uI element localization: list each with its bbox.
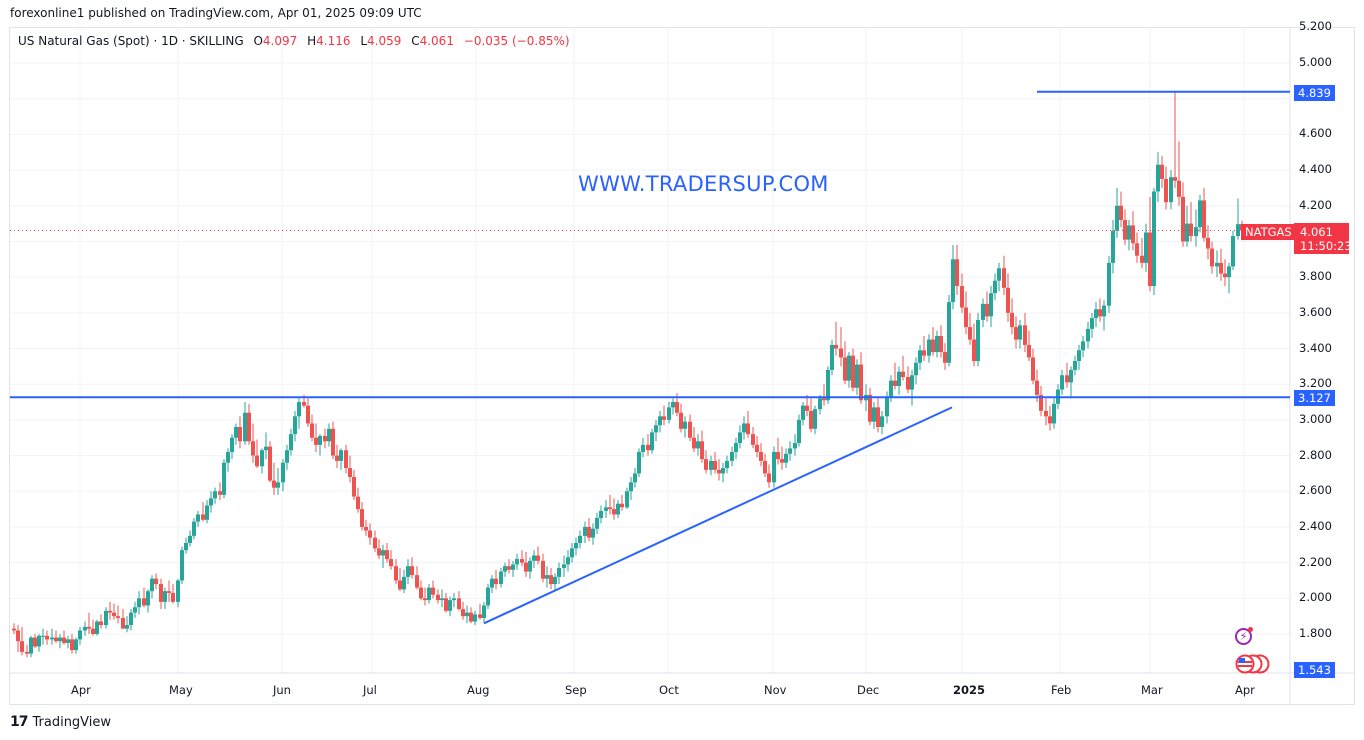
high-value: 4.116	[316, 34, 351, 48]
low-value: 4.059	[367, 34, 402, 48]
price-tick: 2.200	[1299, 554, 1332, 569]
high-label: H	[307, 34, 317, 48]
tradingview-logo-icon: 17	[10, 714, 29, 730]
price-tick: 2.800	[1299, 447, 1332, 462]
time-tick: Apr	[71, 683, 91, 697]
price-tick: 3.200	[1299, 376, 1332, 391]
low-label: L	[360, 34, 368, 48]
symbol-legend: US Natural Gas (Spot) · 1D · SKILLING O4…	[18, 34, 570, 48]
published-by-line: forexonline1 published on TradingView.co…	[10, 6, 422, 20]
time-tick: Mar	[1141, 683, 1163, 697]
price-tick: 2.400	[1299, 518, 1332, 533]
price-tick: 3.600	[1299, 304, 1332, 319]
candles	[12, 91, 1244, 658]
bar-countdown: 11:50:23	[1300, 239, 1352, 253]
time-tick: 2025	[953, 683, 986, 697]
symbol-tag: NATGAS	[1241, 224, 1296, 240]
symbol-title[interactable]: US Natural Gas (Spot) · 1D · SKILLING	[18, 34, 244, 48]
time-tick: Dec	[857, 683, 880, 697]
last-price-tag: 4.061 11:50:23	[1294, 223, 1352, 254]
price-tick: 3.000	[1299, 411, 1332, 426]
price-tick: 3.800	[1299, 269, 1332, 284]
open-label: O	[253, 34, 263, 48]
resistance-price-tag: 4.839	[1294, 85, 1335, 101]
flash-event-icon[interactable]: ⚡	[1235, 627, 1253, 645]
price-tick: 2.000	[1299, 590, 1332, 605]
open-value: 4.097	[262, 34, 298, 48]
support-price-tag: 3.127	[1294, 390, 1335, 406]
time-tick: Apr	[1235, 683, 1255, 697]
change-value: −0.035 (−0.85%)	[463, 34, 570, 48]
low-price-tag: 1.543	[1294, 662, 1335, 678]
grid-lines	[10, 28, 1354, 704]
close-label: C	[411, 34, 420, 48]
chart-frame	[9, 27, 1355, 705]
price-tick: 2.600	[1299, 483, 1332, 498]
price-tick: 4.600	[1299, 126, 1332, 141]
us-flag-events-icon[interactable]	[1234, 654, 1274, 674]
last-price: 4.061	[1300, 225, 1333, 239]
drawings	[10, 90, 1290, 625]
time-tick: Nov	[764, 683, 787, 697]
time-tick: Jul	[363, 683, 377, 697]
watermark-text: WWW.TRADERSUP.COM	[578, 172, 829, 196]
time-tick: Aug	[467, 683, 490, 697]
price-tick: 5.200	[1299, 19, 1332, 34]
close-value: 4.061	[419, 34, 454, 48]
price-tick: 4.400	[1299, 162, 1332, 177]
time-tick: Jun	[273, 683, 291, 697]
time-tick: May	[169, 683, 193, 697]
price-tick: 4.200	[1299, 197, 1332, 212]
time-tick: Feb	[1051, 683, 1072, 697]
tradingview-footer[interactable]: 17 TradingView	[10, 714, 111, 730]
time-tick: Oct	[659, 683, 679, 697]
time-tick: Sep	[565, 683, 587, 697]
price-tick: 3.400	[1299, 340, 1332, 355]
tradingview-brand: TradingView	[32, 714, 112, 730]
price-tick: 1.800	[1299, 626, 1332, 640]
price-tick: 5.000	[1299, 55, 1332, 69]
